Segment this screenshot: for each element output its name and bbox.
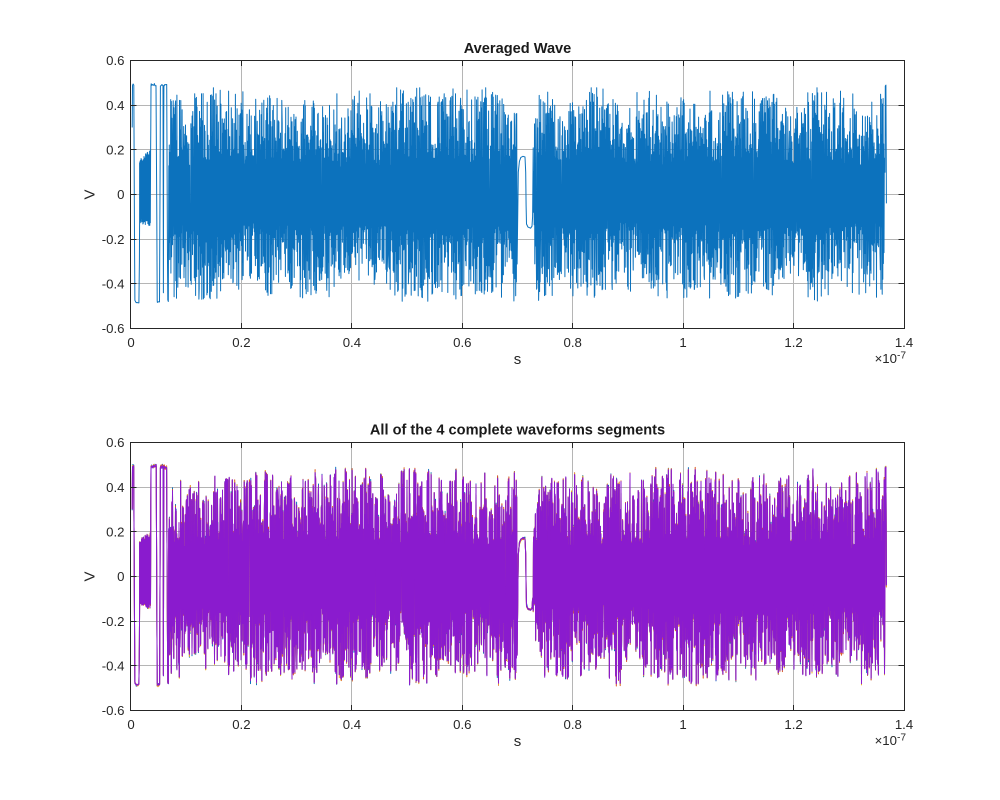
svg-text:0: 0 [127,717,134,732]
svg-text:0.4: 0.4 [106,480,124,495]
svg-text:-0.4: -0.4 [102,659,125,674]
svg-text:0.2: 0.2 [106,525,124,540]
svg-text:0.6: 0.6 [453,335,471,350]
svg-text:V: V [82,189,99,199]
svg-text:1: 1 [679,717,686,732]
svg-text:0.8: 0.8 [564,717,582,732]
svg-text:0.6: 0.6 [106,435,124,450]
svg-text:0: 0 [117,569,124,584]
svg-text:Averaged Wave: Averaged Wave [464,41,572,57]
svg-text:0: 0 [127,335,134,350]
svg-text:0.6: 0.6 [106,53,124,68]
svg-text:1.4: 1.4 [895,717,913,732]
svg-text:0.8: 0.8 [564,335,582,350]
svg-text:0.2: 0.2 [232,717,250,732]
svg-text:0.2: 0.2 [232,335,250,350]
svg-text:s: s [514,351,522,368]
svg-text:0.4: 0.4 [343,335,361,350]
svg-text:0.4: 0.4 [343,717,361,732]
svg-text:0.2: 0.2 [106,143,124,158]
svg-text:-0.6: -0.6 [102,703,125,718]
svg-text:All of the 4 complete waveform: All of the 4 complete waveforms segments [370,423,665,439]
svg-text:-0.2: -0.2 [102,232,125,247]
svg-text:-0.6: -0.6 [102,321,125,336]
svg-text:1: 1 [679,335,686,350]
svg-text:0.6: 0.6 [453,717,471,732]
svg-text:0.4: 0.4 [106,98,124,113]
svg-text:s: s [514,733,522,750]
svg-text:0: 0 [117,187,124,202]
svg-text:1.2: 1.2 [784,717,802,732]
svg-text:-0.4: -0.4 [102,277,125,292]
svg-text:-0.2: -0.2 [102,614,125,629]
svg-text:1.4: 1.4 [895,335,913,350]
svg-text:V: V [82,571,99,581]
svg-text:1.2: 1.2 [784,335,802,350]
